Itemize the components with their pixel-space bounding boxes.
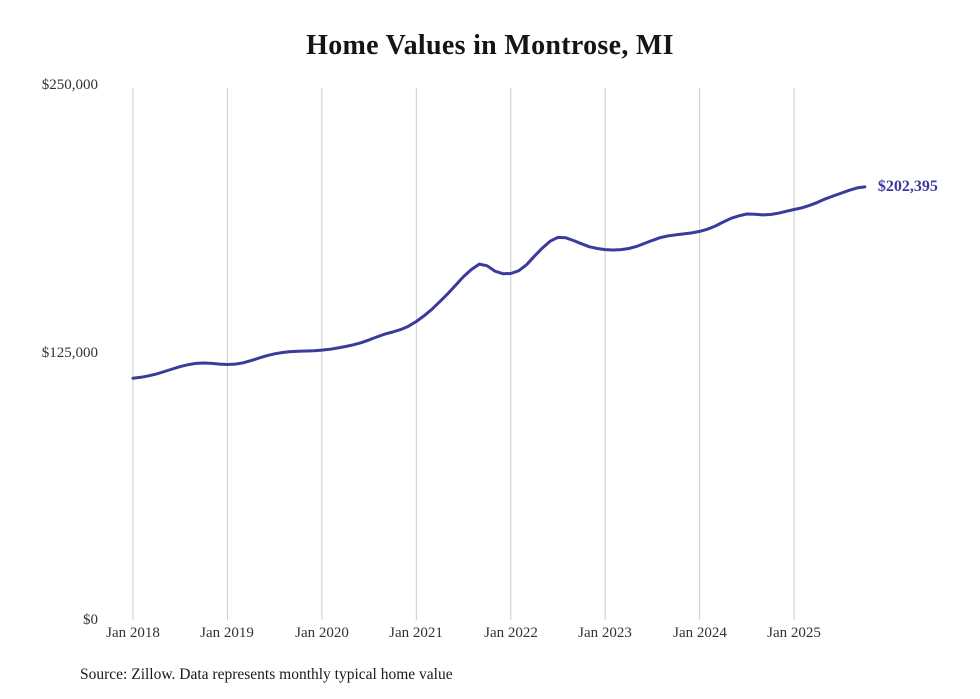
x-axis-tick-jan-2021: Jan 2021 — [389, 625, 443, 641]
y-axis-tick-125000: $125,000 — [41, 345, 98, 361]
source-note: Source: Zillow. Data represents monthly … — [80, 666, 453, 683]
chart-title: Home Values in Montrose, MI — [306, 30, 674, 61]
x-axis-tick-jan-2024: Jan 2024 — [673, 625, 727, 641]
x-axis-tick-jan-2022: Jan 2022 — [484, 625, 538, 641]
x-axis-tick-jan-2018: Jan 2018 — [106, 625, 160, 641]
home-value-line — [131, 185, 867, 380]
x-axis-tick-jan-2025: Jan 2025 — [767, 625, 821, 641]
y-axis-tick-0: $0 — [83, 612, 98, 628]
x-axis-tick-jan-2020: Jan 2020 — [295, 625, 349, 641]
x-axis-tick-jan-2019: Jan 2019 — [200, 625, 254, 641]
latest-value-label: $202,395 — [877, 177, 938, 195]
y-axis-tick-250000: $250,000 — [41, 77, 98, 93]
x-axis-tick-jan-2023: Jan 2023 — [578, 625, 632, 641]
